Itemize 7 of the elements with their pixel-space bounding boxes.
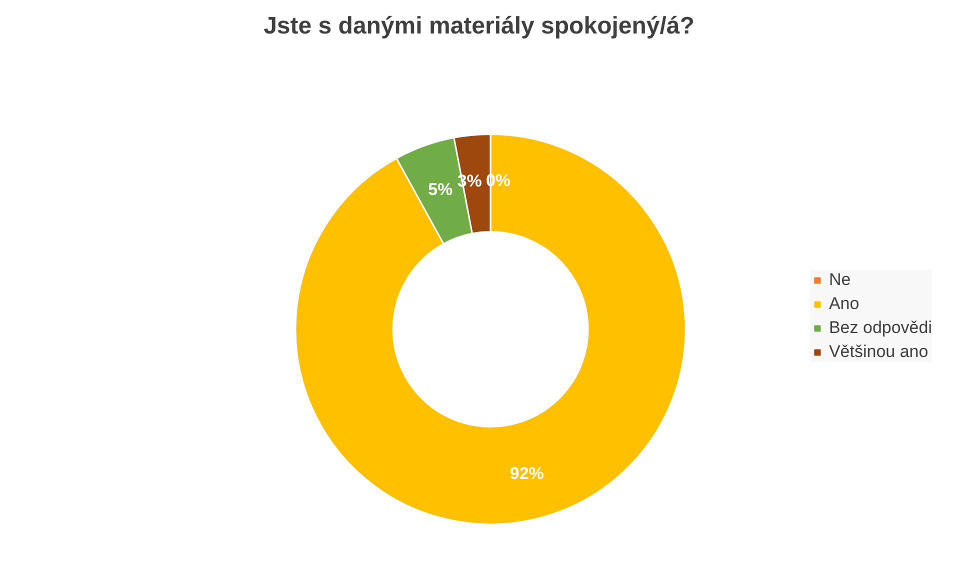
data-label: 92% — [510, 464, 544, 483]
data-label: 5% — [428, 180, 453, 199]
legend-label: Většinou ano — [828, 342, 928, 362]
chart-title: Jste s danými materiály spokojený/á? — [264, 12, 694, 40]
legend-label: Ne — [828, 270, 851, 290]
legend-label: Bez odpovědi — [828, 318, 932, 338]
legend-label: Ano — [828, 294, 860, 314]
